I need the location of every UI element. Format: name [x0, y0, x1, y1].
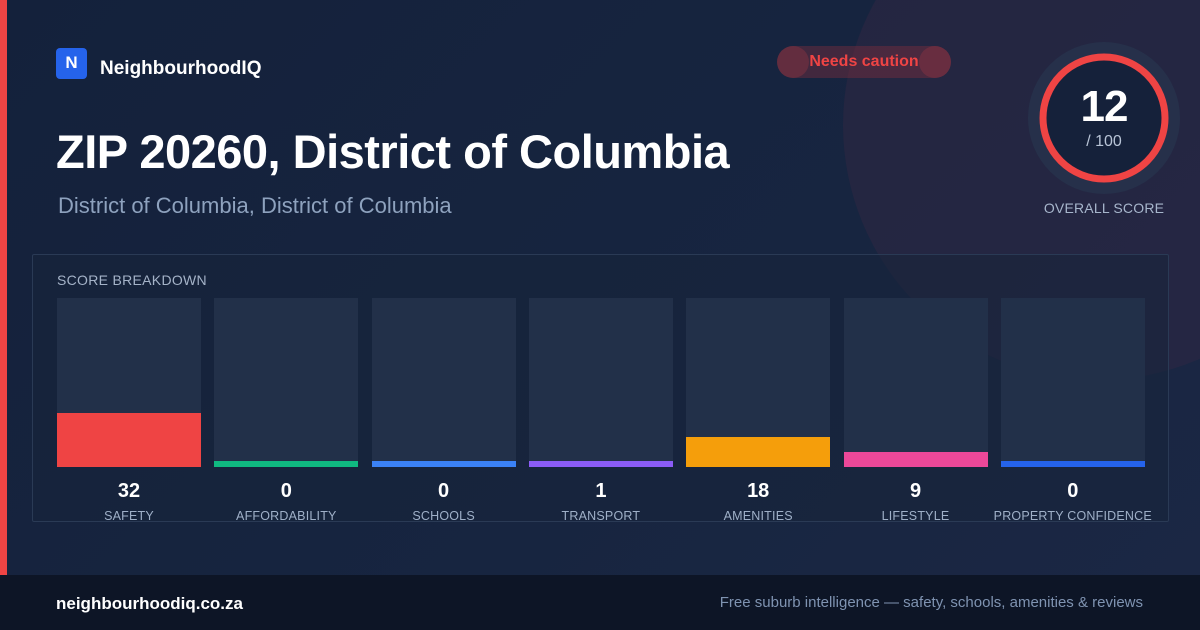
- location-subtitle: District of Columbia, District of Columb…: [58, 193, 452, 218]
- brand-name: NeighbourhoodIQ: [100, 58, 262, 79]
- bar-track: [843, 298, 988, 467]
- page-title: ZIP 20260, District of Columbia: [56, 125, 730, 178]
- score-bar-lifestyle: 9 LIFESTYLE: [843, 298, 988, 523]
- footer: neighbourhoodiq.co.za Free suburb intell…: [0, 575, 1200, 630]
- bar-value: 1: [595, 480, 607, 502]
- overall-score-value: 12: [1080, 82, 1129, 131]
- bar-fill: [1000, 461, 1145, 467]
- score-bar-transport: 1 TRANSPORT: [528, 298, 673, 523]
- overall-score-ring: 12 / 100: [1028, 42, 1180, 194]
- score-bar-property-confidence: 0 PROPERTY CONFIDENCE: [994, 298, 1152, 523]
- bar-label: AMENITIES: [723, 509, 793, 523]
- bar-track: [686, 298, 831, 467]
- bar-fill: [528, 461, 673, 467]
- bar-fill: [214, 461, 359, 467]
- bar-label: PROPERTY CONFIDENCE: [993, 509, 1152, 523]
- score-bar-safety: 32 SAFETY: [57, 298, 201, 523]
- bar-fill: [686, 437, 831, 467]
- brand-logo-icon: N: [56, 47, 87, 79]
- status-badge: Needs caution: [777, 46, 951, 78]
- bar-label: TRANSPORT: [561, 509, 641, 523]
- bar-value: 0: [280, 480, 292, 502]
- accent-strip: [0, 0, 7, 575]
- bar-label: LIFESTYLE: [881, 509, 950, 523]
- bar-value: 0: [1067, 480, 1079, 502]
- bar-fill: [371, 461, 516, 467]
- bar-track: [57, 298, 201, 467]
- hero-card: N NeighbourhoodIQ Needs caution ZIP 2026…: [0, 0, 1200, 575]
- footer-tagline: Free suburb intelligence — safety, schoo…: [719, 594, 1143, 611]
- score-bar-amenities: 18 AMENITIES: [686, 298, 831, 523]
- bar-value: 32: [117, 480, 141, 502]
- score-ring-graphic: [1028, 42, 1180, 194]
- bar-value: 0: [438, 480, 450, 502]
- bar-value: 9: [909, 480, 922, 502]
- bar-value: 18: [747, 480, 770, 502]
- brand[interactable]: N NeighbourhoodIQ: [56, 46, 261, 80]
- score-breakdown-panel: SCORE BREAKDOWN 32 SAFETY 0 AFFORDABILITY 0 S…: [32, 254, 1169, 523]
- bar-label: SAFETY: [104, 509, 154, 523]
- score-breakdown-title: SCORE BREAKDOWN: [57, 272, 207, 288]
- overall-score-max: / 100: [1086, 133, 1122, 150]
- bar-label: SCHOOLS: [412, 509, 475, 523]
- bar-fill: [843, 452, 988, 467]
- bar-track: [371, 298, 516, 467]
- bar-track: [528, 298, 673, 467]
- status-badge-label: Needs caution: [809, 53, 919, 70]
- overall-score-caption: OVERALL SCORE: [1043, 200, 1165, 216]
- bar-label: AFFORDABILITY: [236, 509, 337, 523]
- footer-domain-link[interactable]: neighbourhoodiq.co.za: [56, 594, 243, 613]
- bar-track: [1000, 298, 1145, 467]
- score-bar-schools: 0 SCHOOLS: [371, 298, 516, 523]
- bar-track: [214, 298, 359, 467]
- score-bar-affordability: 0 AFFORDABILITY: [214, 298, 359, 523]
- bar-fill: [57, 413, 201, 467]
